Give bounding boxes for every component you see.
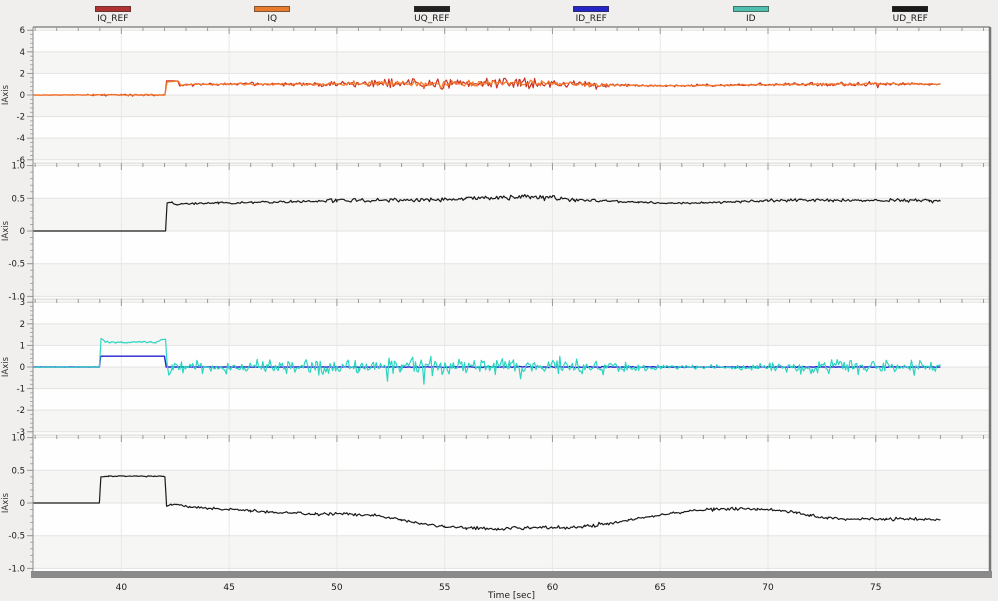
- legend-swatch-icon: [732, 6, 769, 12]
- plot-canvas[interactable]: 6 4 2 0 -2 -4 -6 IAxis 1.0 0.5 0 -0.5 -1.0 IAxis 3 2 1 0 -…: [0, 25, 998, 600]
- svg-text:1.0: 1.0: [11, 162, 25, 172]
- svg-text:0: 0: [20, 91, 25, 101]
- subplot-3: 3 2 1 0 -1 -2 -3 IAxis: [1, 298, 990, 438]
- svg-text:1.0: 1.0: [11, 434, 25, 444]
- legend-item[interactable]: IQ: [193, 6, 353, 26]
- legend: IQ_REF IQ UQ_REF ID_REF ID UD_REF: [33, 6, 990, 26]
- svg-text:-2: -2: [17, 113, 25, 123]
- svg-text:-2: -2: [17, 406, 25, 416]
- legend-item-label: IQ_REF: [97, 14, 129, 24]
- legend-swatch-icon: [94, 6, 131, 12]
- x-tick-label: 65: [654, 583, 665, 593]
- svg-text:2: 2: [20, 320, 25, 330]
- svg-text:-1.0: -1.0: [8, 564, 25, 574]
- legend-item-label: UD_REF: [892, 14, 928, 24]
- legend-item[interactable]: UQ_REF: [352, 6, 512, 26]
- plot-area[interactable]: 6 4 2 0 -2 -4 -6 IAxis 1.0 0.5 0 -0.5 -1.0 IAxis 3 2 1 0 -…: [0, 25, 998, 600]
- x-tick-label: 40: [116, 583, 128, 593]
- legend-swatch-icon: [413, 6, 450, 12]
- x-tick-label: 60: [547, 583, 559, 593]
- svg-text:-4: -4: [17, 134, 25, 144]
- trace-id: [32, 337, 941, 385]
- legend-item[interactable]: IQ_REF: [33, 6, 193, 26]
- subplot-4: 1.0 0.5 0 -0.5 -1.0 IAxis: [1, 434, 990, 574]
- svg-text:-0.5: -0.5: [8, 532, 25, 542]
- svg-text:2: 2: [20, 69, 25, 79]
- legend-item-label: ID: [745, 14, 756, 24]
- svg-text:-1.0: -1.0: [8, 292, 25, 302]
- trace-uq_ref: [33, 193, 941, 232]
- svg-text:-3: -3: [17, 428, 25, 438]
- svg-text:0: 0: [20, 499, 25, 509]
- svg-text:-1: -1: [17, 385, 25, 395]
- svg-text:0: 0: [20, 363, 25, 373]
- x-tick-label: 70: [762, 583, 774, 593]
- trace-iq: [32, 79, 941, 97]
- x-tick-label: 45: [223, 583, 234, 593]
- legend-item[interactable]: ID: [671, 6, 831, 26]
- x-axis-bar[interactable]: [31, 571, 992, 578]
- x-tick-label: 75: [870, 583, 881, 593]
- legend-item-label: ID_REF: [575, 14, 607, 24]
- svg-text:4: 4: [20, 48, 25, 58]
- svg-text:0.5: 0.5: [11, 466, 25, 476]
- x-axis-title: Time [sec]: [487, 591, 536, 601]
- legend-item[interactable]: ID_REF: [512, 6, 672, 26]
- svg-text:6: 6: [20, 26, 25, 36]
- subplot-1: 6 4 2 0 -2 -4 -6 IAxis: [1, 26, 990, 166]
- y-axis-title: IAxis: [1, 220, 11, 241]
- svg-text:3: 3: [20, 298, 25, 308]
- trace-ud_ref: [33, 475, 941, 531]
- legend-swatch-icon: [254, 6, 291, 12]
- y-axis-title: IAxis: [1, 492, 11, 513]
- y-axis-title: IAxis: [1, 84, 11, 105]
- x-tick-label: 55: [439, 583, 450, 593]
- legend-swatch-icon: [573, 6, 610, 12]
- subplot-2: 1.0 0.5 0 -0.5 -1.0 IAxis: [1, 162, 990, 302]
- svg-text:-6: -6: [17, 156, 25, 166]
- svg-text:0.5: 0.5: [11, 194, 25, 204]
- legend-item-label: IQ: [267, 14, 278, 24]
- y-axis-title: IAxis: [1, 356, 11, 377]
- svg-text:0: 0: [20, 227, 25, 237]
- svg-text:-0.5: -0.5: [8, 260, 25, 270]
- legend-swatch-icon: [892, 6, 929, 12]
- x-tick-label: 50: [331, 583, 343, 593]
- legend-item[interactable]: UD_REF: [831, 6, 991, 26]
- legend-item-label: UQ_REF: [414, 14, 450, 24]
- svg-text:1: 1: [20, 341, 25, 351]
